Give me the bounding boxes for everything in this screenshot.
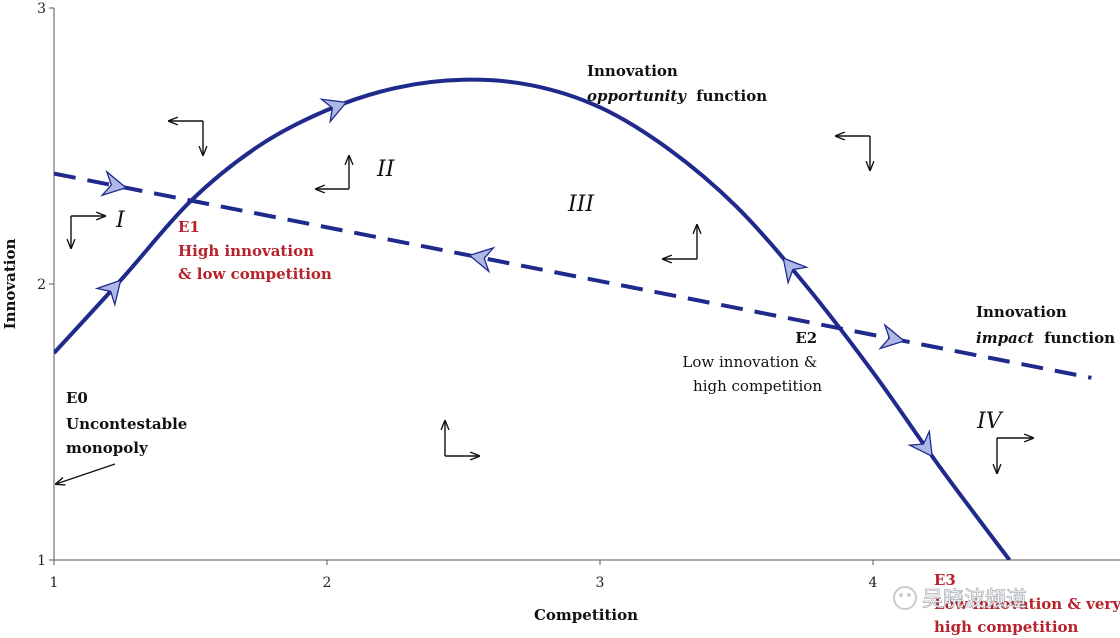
opportunity-label-line-2: opportunity bbox=[587, 87, 687, 105]
e1-line-2: & low competition bbox=[178, 265, 332, 283]
phase-arrow-region-iv bbox=[997, 438, 1033, 473]
e0-line-1: Uncontestable bbox=[66, 415, 187, 433]
e1-id: E1 bbox=[178, 218, 200, 236]
impact-direction-chevron bbox=[100, 169, 128, 197]
opportunity-direction-chevron bbox=[94, 279, 122, 308]
x-tick-label: 2 bbox=[323, 575, 332, 591]
impact-direction-chevron bbox=[468, 246, 496, 274]
e3-line-1: Low innovation & very bbox=[934, 595, 1120, 613]
e3-line-2: high competition bbox=[934, 618, 1079, 636]
e0-id: E0 bbox=[66, 389, 88, 407]
region-ii-label: II bbox=[376, 157, 396, 182]
phase-arrow-region-iii bbox=[663, 225, 697, 259]
phase-arrow-upper-right bbox=[836, 136, 870, 170]
y-tick-label: 1 bbox=[37, 553, 46, 569]
opportunity-direction-chevron bbox=[782, 257, 809, 286]
y-tick-label: 2 bbox=[37, 277, 46, 293]
e3-id: E3 bbox=[934, 571, 956, 589]
opportunity-label-line-1: Innovation bbox=[587, 62, 678, 80]
phase-arrow-lower-middle bbox=[445, 421, 479, 456]
watermark: 吴晓波频道 bbox=[893, 586, 1027, 611]
e0-line-2: monopoly bbox=[66, 439, 149, 457]
impact-direction-chevron bbox=[878, 322, 906, 350]
impact-label-line-3: function bbox=[1044, 329, 1115, 347]
impact-function-label: Innovation impact function bbox=[976, 303, 1115, 347]
opportunity-function-line bbox=[54, 77, 1012, 560]
e1-line-1: High innovation bbox=[178, 242, 314, 260]
region-iv-label: IV bbox=[976, 409, 1004, 434]
x-axis-label: Competition bbox=[534, 606, 638, 624]
x-tick-label: 1 bbox=[50, 575, 59, 591]
opportunity-direction-chevron bbox=[319, 98, 348, 124]
e3-annotation: E3 Low innovation & very high competitio… bbox=[934, 571, 1120, 636]
region-iii-label: III bbox=[567, 192, 595, 217]
phase-arrow-region-i bbox=[71, 216, 105, 248]
x-tick-label: 3 bbox=[596, 575, 605, 591]
y-axis-label: Innovation bbox=[1, 239, 19, 330]
watermark-logo-icon bbox=[893, 586, 917, 610]
phase-arrow-region-ii bbox=[316, 156, 349, 189]
y-tick-label: 3 bbox=[37, 1, 46, 17]
e2-annotation: E2 Low innovation & high competition bbox=[682, 329, 822, 395]
e0-annotation: E0 Uncontestable monopoly bbox=[66, 389, 193, 457]
x-tick-label: 4 bbox=[869, 575, 878, 591]
phase-arrow-upper-left bbox=[169, 121, 203, 155]
e2-line-1: Low innovation & bbox=[682, 353, 817, 371]
impact-label-line-1: Innovation bbox=[976, 303, 1067, 321]
impact-function-line bbox=[54, 171, 1092, 380]
watermark-text: 吴晓波频道 bbox=[922, 587, 1027, 611]
opportunity-function-label: Innovation opportunity function bbox=[587, 62, 767, 105]
region-i-label: I bbox=[115, 208, 126, 233]
impact-label-line-2: impact bbox=[976, 329, 1034, 347]
opportunity-label-line-3: function bbox=[696, 87, 767, 105]
e2-line-2: high competition bbox=[693, 377, 822, 395]
e2-id: E2 bbox=[795, 329, 817, 347]
opportunity-direction-chevron bbox=[907, 429, 933, 458]
e1-annotation: E1 High innovation & low competition bbox=[178, 218, 332, 283]
e0-pointer-arrow bbox=[56, 463, 116, 484]
